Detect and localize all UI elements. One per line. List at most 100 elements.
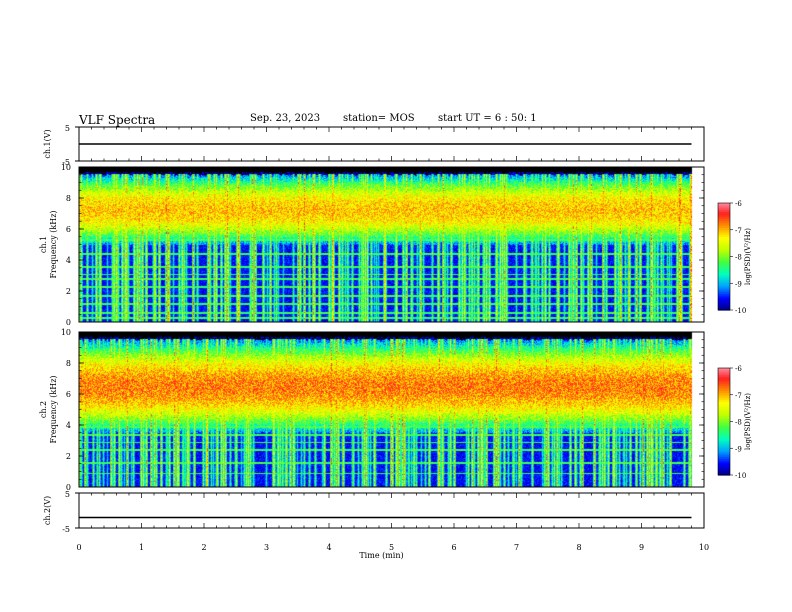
- y-tick-label: 6: [66, 390, 71, 399]
- colorbar-swatch: [718, 448, 730, 451]
- colorbar-swatch: [718, 210, 730, 213]
- colorbar-swatch: [718, 306, 730, 309]
- colorbar-swatch: [718, 304, 730, 308]
- x-tick-label: 5: [389, 543, 394, 552]
- y-axis-label-channel: ch.1: [39, 236, 48, 253]
- y-tick-label: 5: [65, 490, 70, 499]
- colorbar-swatch: [718, 444, 730, 448]
- colorbar-swatch: [718, 371, 730, 374]
- colorbar-swatch: [718, 283, 730, 286]
- colorbar-swatch: [718, 376, 730, 380]
- colorbar-swatch: [718, 398, 730, 401]
- colorbar-swatch: [718, 203, 730, 206]
- x-tick-label: 7: [514, 543, 519, 552]
- colorbar-swatch: [718, 400, 730, 403]
- spectrogram-image: [79, 167, 704, 322]
- colorbar-swatch: [718, 469, 730, 473]
- x-axis-label: Time (min): [359, 551, 403, 560]
- x-tick-label: 9: [639, 543, 644, 552]
- colorbar-swatch: [718, 236, 730, 240]
- panel-ch2-spectrogram: 0 2 4 6 8 10 ch.2 Frequency (kHz) -6 -7 -8 -9 -10 log…: [39, 328, 752, 492]
- colorbar-swatch: [718, 265, 730, 268]
- colorbar-swatch: [718, 401, 730, 405]
- colorbar-swatch: [718, 211, 730, 215]
- colorbar-swatch: [718, 301, 730, 304]
- colorbar-tick-label: -10: [735, 307, 746, 315]
- colorbar-swatch: [718, 249, 730, 252]
- colorbar-swatch: [718, 290, 730, 293]
- colorbar-swatch: [718, 242, 730, 245]
- y-tick-label: 2: [66, 287, 71, 296]
- y-tick-label: 5: [65, 124, 70, 133]
- colorbar-swatch: [718, 396, 730, 399]
- colorbar-swatch: [718, 277, 730, 281]
- colorbar-swatch: [718, 455, 730, 458]
- colorbar-swatch: [718, 471, 730, 474]
- y-tick-label: 0: [66, 318, 71, 327]
- colorbar-swatch: [718, 410, 730, 414]
- x-tick-label: 0: [76, 543, 81, 552]
- colorbar-swatch: [718, 258, 730, 261]
- y-tick-label: -5: [62, 525, 70, 534]
- colorbar-swatch: [718, 286, 730, 290]
- y-axis-label-frequency: Frequency (kHz): [49, 375, 58, 443]
- colorbar-swatch: [718, 458, 730, 462]
- colorbar-swatch: [718, 288, 730, 291]
- colorbar-swatch: [718, 267, 730, 270]
- colorbar-swatch: [718, 206, 730, 209]
- colorbar-swatch: [718, 261, 730, 265]
- colorbar-swatch: [718, 256, 730, 259]
- colorbar-swatch: [718, 233, 730, 236]
- colorbar-swatch: [718, 466, 730, 469]
- colorbar-swatch: [718, 441, 730, 444]
- colorbar-swatch: [718, 254, 730, 258]
- colorbar-swatch: [718, 387, 730, 390]
- colorbar-swatch: [718, 229, 730, 233]
- colorbar-swatch: [718, 219, 730, 222]
- start-time-label: start UT = 6 : 50: 1: [438, 113, 537, 124]
- y-tick-label: 0: [66, 483, 71, 492]
- colorbar-swatch: [718, 446, 730, 449]
- y-axis-label-channel: ch.2: [39, 401, 48, 418]
- colorbar-swatch: [718, 407, 730, 410]
- colorbar-swatch: [718, 226, 730, 229]
- colorbar-swatch: [718, 208, 730, 211]
- y-tick-label: 8: [66, 194, 71, 203]
- colorbar-swatch: [718, 375, 730, 378]
- y-tick-label: 4: [66, 256, 71, 265]
- colorbar-swatch: [718, 378, 730, 382]
- colorbar-swatch: [718, 295, 730, 299]
- x-tick-label: 4: [326, 543, 331, 552]
- panel-ch1-spectrogram: 0 2 4 6 8 10 ch.1 Frequency (kHz) -6 -7 -8 -9 -10 log…: [39, 163, 752, 327]
- colorbar-swatch: [718, 423, 730, 426]
- colorbar-swatch: [718, 450, 730, 453]
- colorbar-swatch: [718, 263, 730, 267]
- colorbar-swatch: [718, 409, 730, 412]
- x-tick-label: 1: [139, 543, 144, 552]
- colorbar-swatch: [718, 416, 730, 419]
- colorbar-swatch: [718, 302, 730, 306]
- colorbar-swatch: [718, 426, 730, 430]
- colorbar-swatch: [718, 433, 730, 437]
- colorbar-swatch: [718, 451, 730, 455]
- colorbar-swatch: [718, 453, 730, 456]
- colorbar: -6 -7 -8 -9 -10 log(PSD)(V²/Hz): [717, 200, 752, 315]
- colorbar-swatch: [718, 389, 730, 392]
- spectrogram-image: [79, 332, 704, 487]
- x-tick-label: 10: [699, 543, 709, 552]
- colorbar-swatch: [718, 425, 730, 428]
- colorbar-swatch: [718, 368, 730, 371]
- colorbar-tick-label: -9: [735, 445, 742, 453]
- colorbar-swatch: [718, 412, 730, 415]
- y-axis-label-frequency: Frequency (kHz): [49, 210, 58, 278]
- colorbar-label: log(PSD)(V²/Hz): [744, 228, 752, 285]
- colorbar-swatch: [718, 252, 730, 256]
- colorbar-swatch: [718, 437, 730, 440]
- colorbar-tick-label: -8: [735, 254, 742, 262]
- colorbar-swatch: [718, 384, 730, 387]
- y-tick-label: -5: [62, 158, 70, 167]
- y-axis-label: ch.2(V): [43, 496, 52, 525]
- colorbar-swatch: [718, 382, 730, 385]
- colorbar-tick-label: -10: [735, 472, 746, 480]
